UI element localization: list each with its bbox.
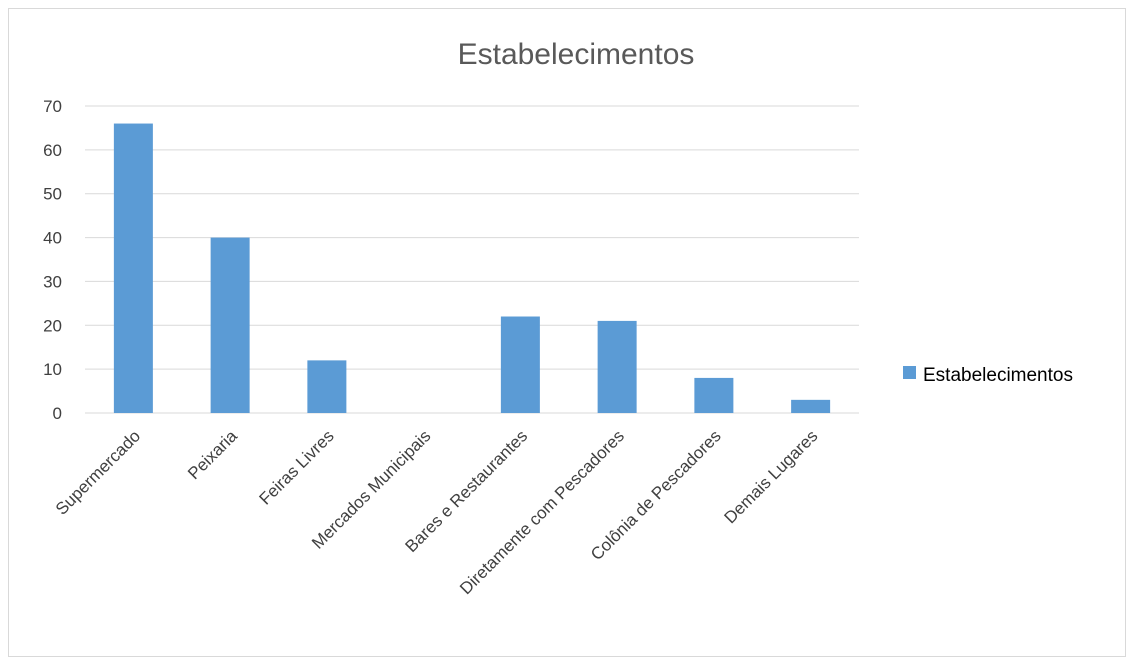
bar [307, 360, 347, 413]
x-category-label: Feiras Livres [255, 426, 337, 508]
bar [597, 320, 637, 413]
chart-title: Estabelecimentos [458, 38, 695, 71]
y-tick-label: 70 [43, 97, 62, 116]
bar [500, 316, 540, 413]
chart-area [8, 8, 1126, 657]
y-axis-ticks: 0 10 20 30 40 50 60 70 [43, 97, 62, 423]
y-tick-label: 60 [43, 141, 62, 160]
y-tick-label: 30 [43, 272, 62, 291]
bar [210, 237, 250, 413]
y-tick-label: 50 [43, 185, 62, 204]
bars [113, 123, 831, 414]
y-tick-label: 10 [43, 360, 62, 379]
legend: Estabelecimentos [903, 365, 1073, 386]
legend-label: Estabelecimentos [923, 365, 1073, 386]
bar [113, 123, 153, 414]
x-axis-labels: Supermercado Peixaria Feiras LivresMercado… [52, 426, 822, 598]
legend-swatch [903, 366, 916, 379]
bar [694, 377, 734, 413]
bar [791, 399, 831, 413]
x-category-label: Peixaria [184, 426, 241, 483]
y-tick-label: 20 [43, 316, 62, 335]
y-tick-label: 40 [43, 229, 62, 248]
y-tick-label: 0 [53, 404, 62, 423]
x-category-label: Diretamente com Pescadores [456, 426, 628, 598]
x-category-label: Supermercado [52, 426, 144, 518]
x-category-label: Demais Lugares [720, 426, 821, 527]
gridlines [85, 105, 859, 414]
